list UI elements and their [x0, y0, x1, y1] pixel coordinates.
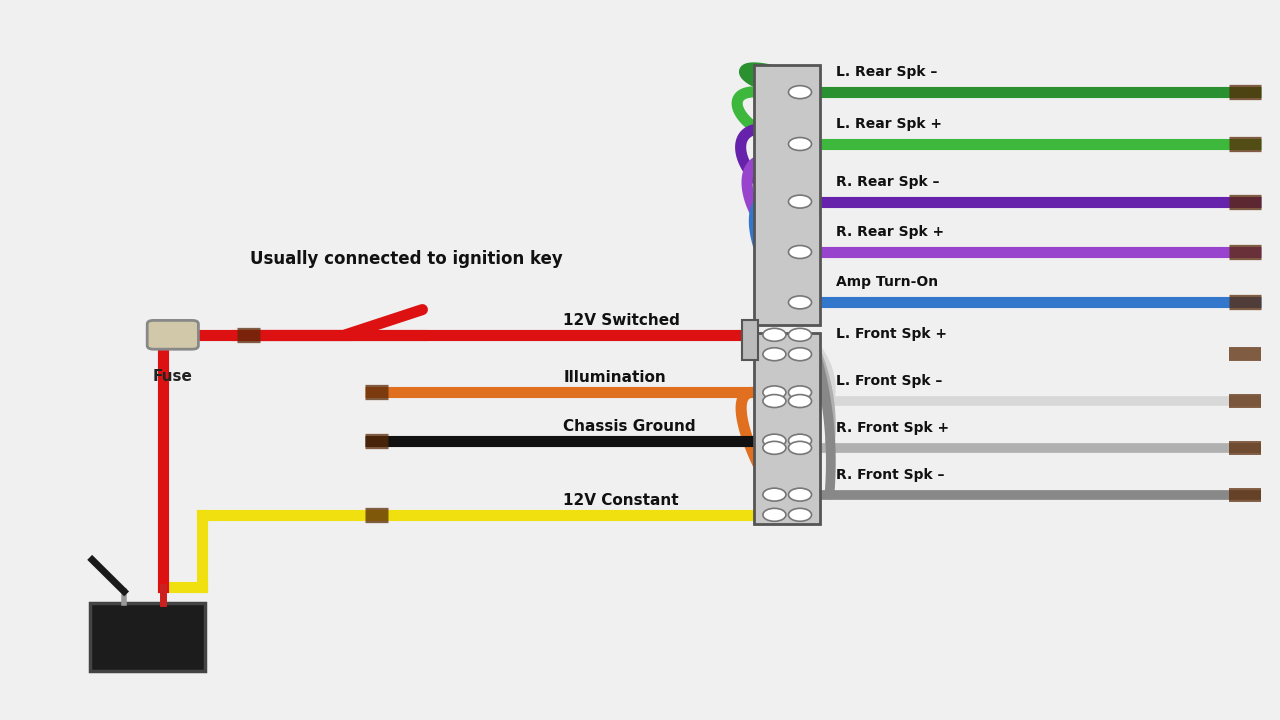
Circle shape	[788, 246, 812, 258]
Circle shape	[788, 296, 812, 309]
Bar	[90, 603, 205, 671]
Bar	[754, 333, 820, 524]
Circle shape	[763, 348, 786, 361]
Circle shape	[763, 508, 786, 521]
Circle shape	[763, 386, 786, 399]
Circle shape	[763, 328, 786, 341]
Text: L. Rear Spk +: L. Rear Spk +	[836, 117, 942, 131]
Bar	[754, 65, 820, 325]
Circle shape	[763, 434, 786, 447]
Circle shape	[788, 348, 812, 361]
Text: R. Front Spk +: R. Front Spk +	[836, 421, 948, 435]
Circle shape	[763, 488, 786, 501]
Circle shape	[788, 441, 812, 454]
Text: R. Rear Spk –: R. Rear Spk –	[836, 175, 940, 189]
Text: Chassis Ground: Chassis Ground	[563, 418, 696, 433]
Circle shape	[763, 395, 786, 408]
Text: Fuse: Fuse	[152, 369, 193, 384]
Text: L. Front Spk +: L. Front Spk +	[836, 328, 947, 341]
Circle shape	[788, 386, 812, 399]
Text: R. Rear Spk +: R. Rear Spk +	[836, 225, 943, 239]
Circle shape	[788, 86, 812, 99]
Text: Amp Turn-On: Amp Turn-On	[836, 276, 938, 289]
Circle shape	[788, 488, 812, 501]
Text: L. Rear Spk –: L. Rear Spk –	[836, 66, 937, 79]
Text: R. Front Spk –: R. Front Spk –	[836, 468, 945, 482]
Circle shape	[788, 195, 812, 208]
FancyBboxPatch shape	[147, 320, 198, 349]
Circle shape	[763, 441, 786, 454]
Text: Illumination: Illumination	[563, 370, 666, 385]
Text: 12V Switched: 12V Switched	[563, 312, 680, 328]
Bar	[742, 320, 758, 360]
Circle shape	[788, 508, 812, 521]
Circle shape	[788, 395, 812, 408]
Text: Usually connected to ignition key: Usually connected to ignition key	[250, 250, 562, 268]
Circle shape	[788, 328, 812, 341]
Text: 12V Constant: 12V Constant	[563, 492, 678, 508]
Circle shape	[788, 434, 812, 447]
Text: L. Front Spk –: L. Front Spk –	[836, 374, 942, 388]
Circle shape	[788, 138, 812, 150]
